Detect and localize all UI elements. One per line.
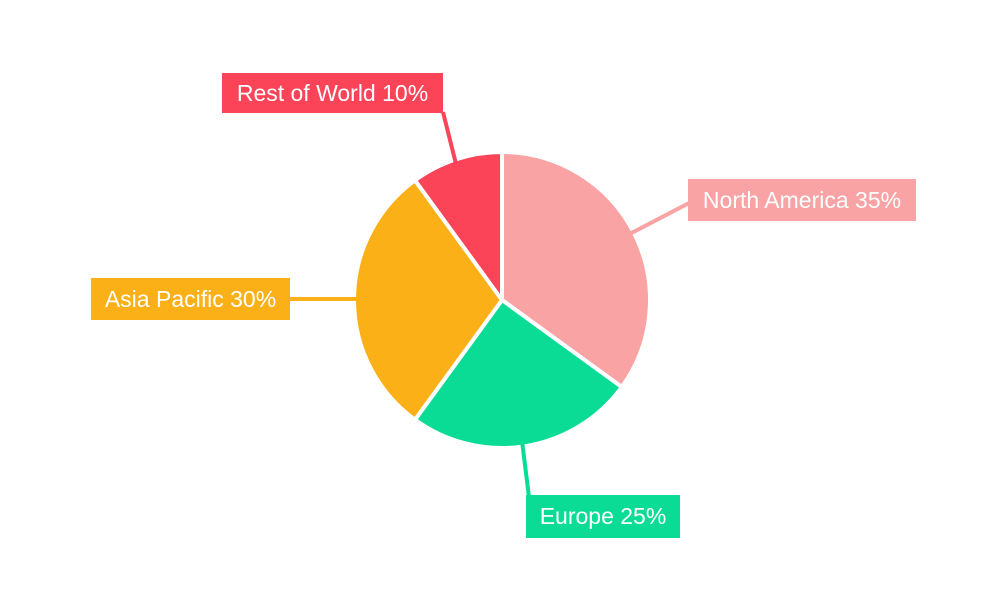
leader-line-rest-of-world (441, 111, 460, 173)
label-asia-pacific: Asia Pacific 30% (91, 278, 290, 320)
leader-line-europe (519, 432, 531, 498)
leader-line-north-america (619, 200, 692, 241)
label-north-america: North America 35% (688, 179, 916, 221)
pie-slice-europe[interactable] (413, 298, 624, 450)
label-europe: Europe 25% (526, 495, 680, 538)
label-rest-of-world: Rest of World 10% (222, 73, 443, 113)
